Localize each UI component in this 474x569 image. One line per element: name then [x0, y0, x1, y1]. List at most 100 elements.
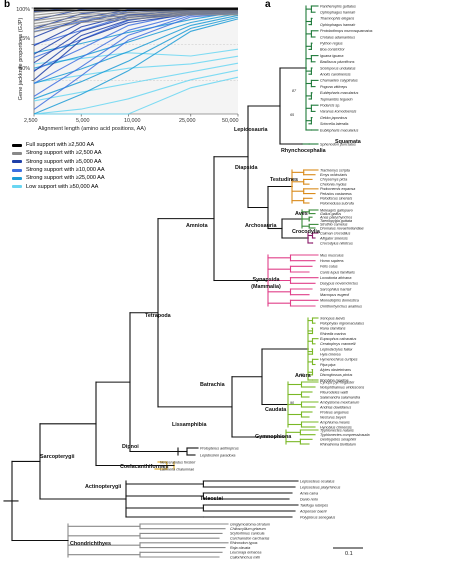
species-label: Leptodactylus fallax	[320, 347, 353, 351]
clade-label-archosauria: Archosauria	[245, 223, 276, 229]
species-label: Felis catus	[320, 265, 338, 269]
legend-label: Strong support with ≥5,000 AA	[26, 159, 102, 165]
species-label: Ophiophagus hannah	[320, 23, 355, 27]
species-label: Chiloscyllium griseum	[230, 527, 266, 531]
clade-label-aves: Aves	[295, 211, 308, 217]
y-axis-label: Gene jackknife proportions (GJP)	[18, 4, 24, 114]
species-label: Macropus eugenii	[320, 293, 349, 297]
legend-item: Full support with ≥2,500 AA	[12, 141, 105, 149]
species-label: Ophiophagus hannah	[320, 11, 355, 15]
species-label: Chrysemys picta	[320, 178, 347, 182]
species-label: Danio rerio	[300, 497, 318, 501]
clade-label-teleostei: Teleostei	[200, 496, 223, 502]
species-label: Trachemys scripta	[320, 168, 350, 172]
species-label: Scincella lateralis	[320, 122, 349, 126]
legend-label: Low support with ≥50,000 AA	[26, 184, 98, 190]
species-label: Lepisosteus oculatus	[300, 479, 335, 483]
species-label: Salamandra salamandra	[320, 395, 360, 399]
species-label: Thamnophis elegans	[320, 17, 354, 21]
species-label: Canis lupus familiaris	[320, 270, 355, 274]
species-label: Crocodylus niloticus	[320, 241, 353, 245]
x-tick-label: 25,000	[179, 118, 196, 124]
clade-label-actinopterygii: Actinopterygii	[85, 484, 121, 490]
legend-item: Low support with ≥50,000 AA	[12, 182, 105, 190]
species-label: Chelonia mydas	[320, 182, 347, 186]
species-label: Ginglymostoma cirratum	[230, 522, 270, 526]
species-label: Raja clavata	[230, 546, 250, 550]
species-label: Emys orbicularis	[320, 173, 347, 177]
species-label: Lepidosiren paradoxa	[200, 453, 235, 457]
species-label: Basiliscus plumifrons	[320, 60, 355, 64]
species-label: Rhincodon typus	[230, 541, 258, 545]
species-label: Boa constrictor	[320, 48, 345, 52]
clade-label-caudata: Caudata	[265, 407, 286, 413]
species-label: Leucoraja erinacea	[230, 551, 261, 555]
legend-item: Strong support with ≥10,000 AA	[12, 166, 105, 174]
clade-label-sarcopterygii: Sarcopterygii	[40, 454, 74, 460]
species-label: Ceratophrys cranwelli	[320, 342, 356, 346]
species-label: Pantherophis guttatus	[320, 4, 356, 8]
species-label: Pleurodeles waltl	[320, 390, 348, 394]
legend-swatch	[12, 144, 22, 147]
x-tick-label: 50,000	[222, 118, 239, 124]
species-label: Alytes obstetricans	[319, 368, 351, 372]
species-label: Anolis carolinensis	[319, 73, 351, 77]
clade-label-dipnoi: Dipnoi	[122, 444, 139, 450]
species-label: Eublepharis macularius	[320, 91, 358, 95]
species-label: Polypterus senegalus	[300, 515, 335, 519]
clade-label-lissamphibia: Lissamphibia	[172, 422, 206, 428]
clade-node	[301, 218, 303, 220]
legend-item: Strong support with ≥5,000 AA	[12, 158, 105, 166]
species-label: Proteus anguinus	[320, 410, 349, 414]
gjp-line-chart	[32, 8, 239, 117]
species-label: Dromaius novaehollandiae	[320, 226, 364, 230]
clade-label-squamata: Squamata	[335, 139, 361, 145]
species-label: Sarcophilus harrisii	[320, 287, 351, 291]
species-label: Ambystoma mexicanum	[319, 400, 359, 404]
species-label: Pelusios castaneus	[320, 192, 352, 196]
species-label: Podarcis sp.	[320, 104, 340, 108]
y-tick-label: 50%	[2, 66, 30, 72]
species-label: Typhlonectes natans	[320, 428, 354, 432]
species-label: Caiman crocodilus	[320, 231, 350, 235]
y-tick-label: 75%	[2, 36, 30, 42]
species-label: Dasypus novemcinctus	[320, 282, 358, 286]
legend-swatch	[12, 185, 22, 188]
species-label: Varanus komodoensis	[320, 110, 357, 114]
species-label: Hymenochirus curtipes	[320, 358, 358, 362]
legend-item: Strong support with ≥2,500 AA	[12, 149, 105, 157]
legend-swatch	[12, 169, 22, 172]
y-tick-label: 100%	[2, 7, 30, 13]
species-label: Rana clamitans	[320, 327, 346, 331]
species-label: Pipa pipa	[320, 363, 335, 367]
species-label: Necturus beyeri	[320, 415, 346, 419]
clade-label-synapsida: Synapsida (Mammalia)	[246, 277, 286, 290]
legend-label: Strong support with ≥10,000 AA	[26, 167, 105, 173]
species-label: Carcharodon carcharias	[230, 536, 270, 540]
species-label: Mus musculus	[320, 253, 344, 257]
x-tick-label: 5,000	[76, 118, 90, 124]
legend-label: Strong support with ≥25,000 AA	[26, 175, 105, 181]
species-label: Protobothrops mucrosquamatus	[320, 29, 373, 33]
legend-swatch	[12, 160, 22, 163]
clade-label-crocodylia: Crocodylia	[292, 229, 320, 235]
clade-label-batrachia: Batrachia	[200, 382, 225, 388]
species-label: Homo sapiens	[320, 259, 344, 263]
panel-label-a: a	[265, 0, 271, 10]
legend-label: Full support with ≥2,500 AA	[26, 142, 94, 148]
species-label: Sceloporus undulatus	[320, 66, 356, 70]
species-label: Podocnemis expansa	[320, 187, 355, 191]
species-label: Acipenser baerii	[299, 509, 327, 513]
species-label: Tupinambis teguixin	[320, 97, 353, 101]
species-label: Pelomedusa subrufa	[320, 201, 354, 205]
clade-node	[291, 186, 293, 188]
legend-swatch	[12, 177, 22, 180]
species-label: Callorhinchus milii	[230, 555, 260, 559]
species-label: Iguana iguana	[320, 54, 343, 58]
node-support-label: 65	[290, 113, 295, 117]
legend-label: Strong support with ≥2,500 AA	[26, 150, 102, 156]
species-label: Discoglossus pictus	[320, 373, 353, 377]
clade-label-amniota: Amniota	[186, 223, 208, 229]
